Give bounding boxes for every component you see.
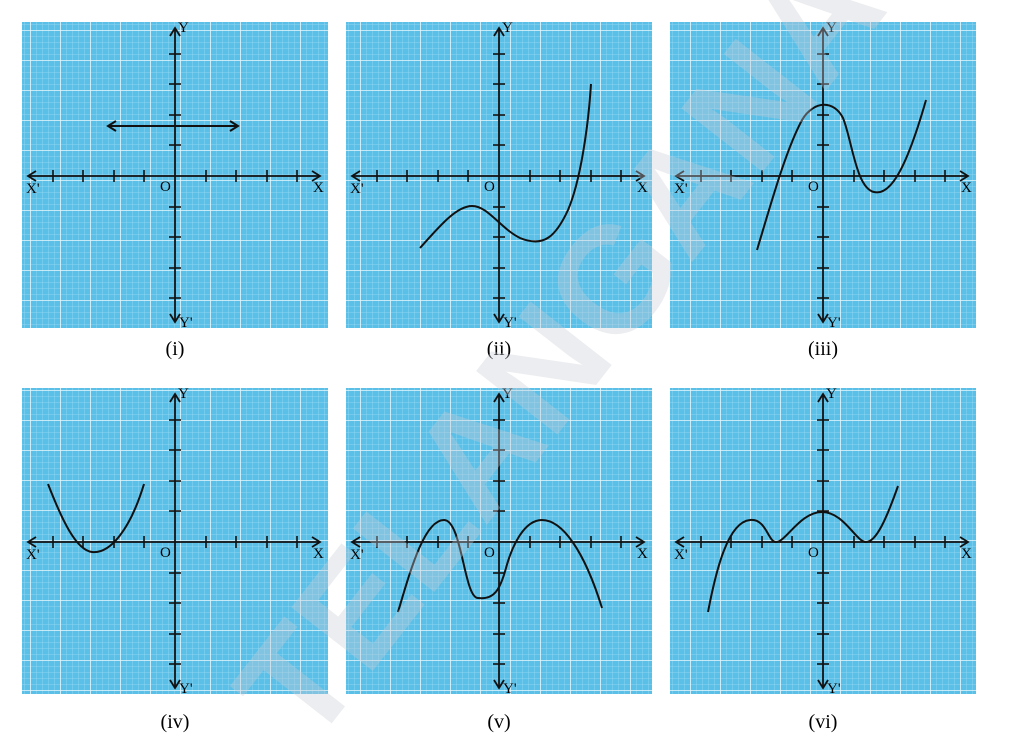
graph-panel-v: Y Y' X X' O (v) (346, 386, 652, 733)
origin-label: O (160, 545, 171, 561)
y-neg-axis-label: Y' (179, 315, 193, 331)
x-axis-label: X (313, 546, 324, 562)
x-axis (674, 536, 970, 548)
x-axis-label: X (961, 180, 972, 196)
graph-curve (756, 99, 927, 251)
origin-label: O (484, 545, 495, 561)
y-neg-axis-label: Y' (179, 681, 193, 697)
y-axis (817, 26, 829, 324)
graph-curve (707, 485, 899, 613)
x-neg-axis-label: X' (350, 547, 364, 563)
graph-caption: (vi) (809, 711, 838, 733)
y-neg-axis-label: Y' (503, 681, 517, 697)
y-axis-label: Y (178, 20, 189, 36)
graph-caption: (iii) (808, 338, 838, 360)
x-axis (350, 536, 646, 548)
x-axis-label: X (961, 546, 972, 562)
graph-panel-ii: Y Y' X X' O (ii) (346, 20, 652, 360)
y-axis (493, 392, 505, 690)
graph-panel-iii: Y Y' X X' O (iii) (670, 20, 976, 360)
y-neg-axis-label: Y' (827, 315, 841, 331)
graph-panel-i: Y Y' X X' O (i) (22, 20, 328, 360)
y-neg-axis-label: Y' (503, 315, 517, 331)
x-axis-label: X (637, 546, 648, 562)
y-neg-axis-label: Y' (827, 681, 841, 697)
x-neg-axis-label: X' (674, 181, 688, 197)
y-axis-label: Y (826, 386, 837, 402)
x-axis-label: X (637, 180, 648, 196)
y-axis (493, 26, 505, 324)
y-axis (169, 392, 181, 690)
x-neg-axis-label: X' (674, 547, 688, 563)
axis-ticks (700, 53, 946, 299)
x-axis-label: X (313, 180, 324, 196)
y-axis-label: Y (826, 20, 837, 36)
origin-label: O (808, 179, 819, 195)
y-axis-label: Y (178, 386, 189, 402)
x-axis (674, 170, 970, 182)
y-axis (817, 392, 829, 690)
x-neg-axis-label: X' (350, 181, 364, 197)
graph-caption: (iv) (161, 711, 190, 733)
graph-caption: (v) (487, 711, 510, 733)
x-neg-axis-label: X' (26, 181, 40, 197)
y-axis-label: Y (502, 386, 513, 402)
axis-ticks (52, 53, 298, 299)
y-axis-label: Y (502, 20, 513, 36)
x-axis (350, 170, 646, 182)
axis-ticks (376, 53, 622, 299)
axis-ticks (52, 419, 298, 665)
graph-caption: (ii) (487, 338, 511, 360)
x-axis (26, 170, 322, 182)
graph-curve (397, 518, 603, 613)
x-neg-axis-label: X' (26, 547, 40, 563)
origin-label: O (808, 545, 819, 561)
origin-label: O (160, 179, 171, 195)
origin-label: O (484, 179, 495, 195)
graph-caption: (i) (166, 338, 185, 360)
axis-ticks (376, 419, 622, 665)
graph-curve (106, 120, 240, 132)
graph-panel-vi: Y Y' X X' O (vi) (670, 386, 976, 733)
axis-ticks (700, 419, 946, 665)
graph-curve (47, 483, 145, 554)
graph-panel-iv: Y Y' X X' O (iv) (22, 386, 328, 733)
graph-curve (419, 83, 592, 249)
y-axis (169, 26, 181, 324)
